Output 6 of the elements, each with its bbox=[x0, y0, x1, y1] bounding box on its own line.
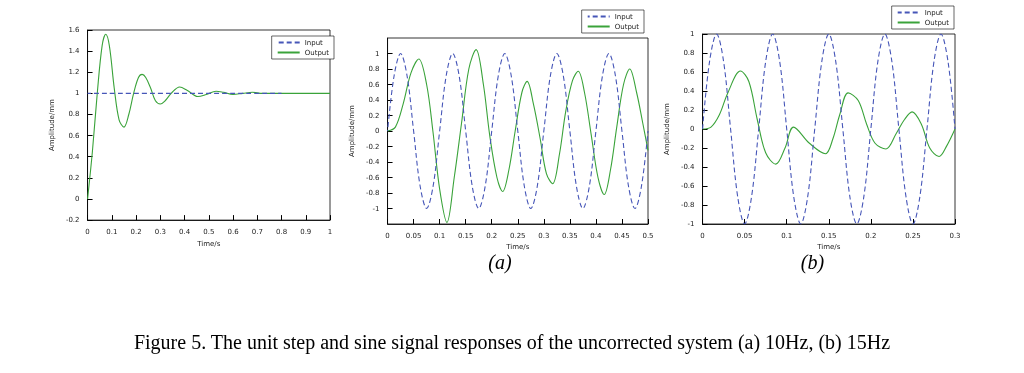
text: (a) bbox=[488, 251, 512, 274]
line-series bbox=[702, 33, 956, 225]
line-series bbox=[87, 33, 331, 200]
text: (b) bbox=[800, 251, 825, 274]
line-series bbox=[702, 70, 956, 165]
caption: Figure 5. The unit step and sine signal responses of the uncorrected system (a) 10Hz, (b) 15Hz bbox=[132, 330, 892, 356]
